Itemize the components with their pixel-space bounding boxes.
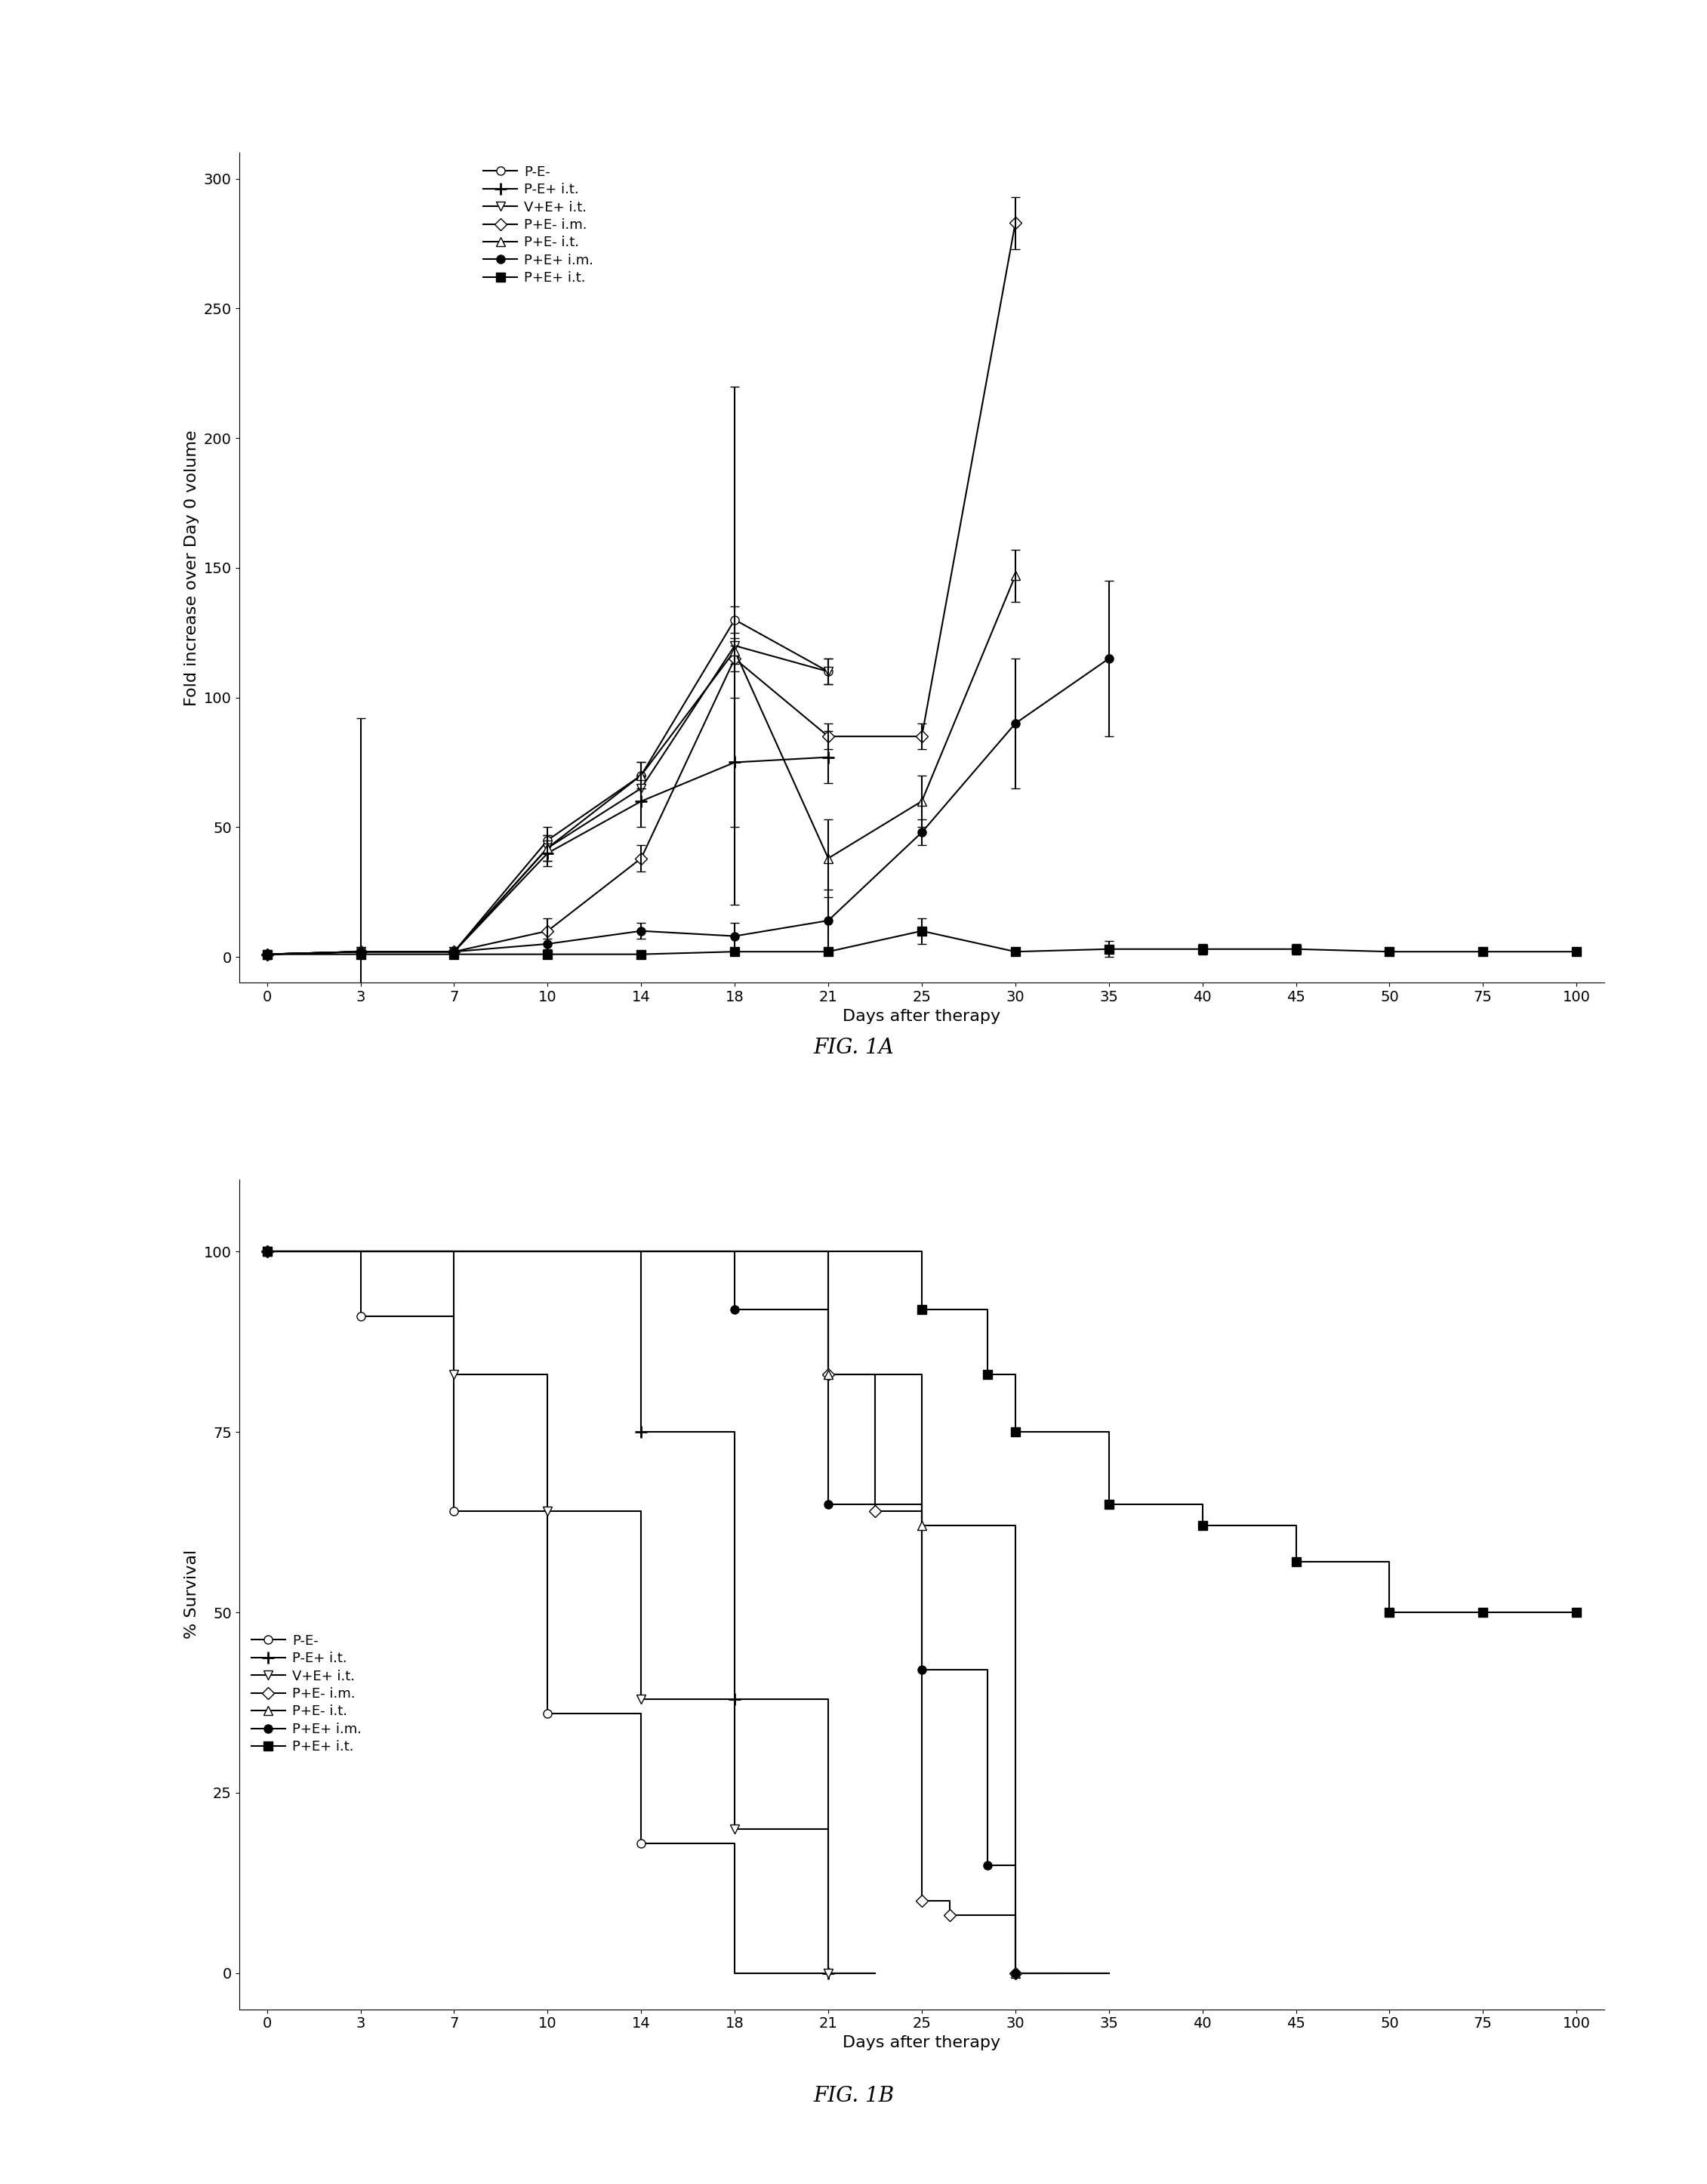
Text: FIG. 1A: FIG. 1A [813,1037,894,1057]
Text: FIG. 1B: FIG. 1B [813,2086,894,2105]
X-axis label: Days after therapy: Days after therapy [843,1009,1000,1024]
Y-axis label: % Survival: % Survival [184,1551,200,1638]
X-axis label: Days after therapy: Days after therapy [843,2035,1000,2051]
Legend: P-E-, P-E+ i.t., V+E+ i.t., P+E- i.m., P+E- i.t., P+E+ i.m., P+E+ i.t.: P-E-, P-E+ i.t., V+E+ i.t., P+E- i.m., P… [246,1629,367,1760]
Y-axis label: Fold increase over Day 0 volume: Fold increase over Day 0 volume [184,430,200,705]
Legend: P-E-, P-E+ i.t., V+E+ i.t., P+E- i.m., P+E- i.t., P+E+ i.m., P+E+ i.t.: P-E-, P-E+ i.t., V+E+ i.t., P+E- i.m., P… [478,159,599,290]
